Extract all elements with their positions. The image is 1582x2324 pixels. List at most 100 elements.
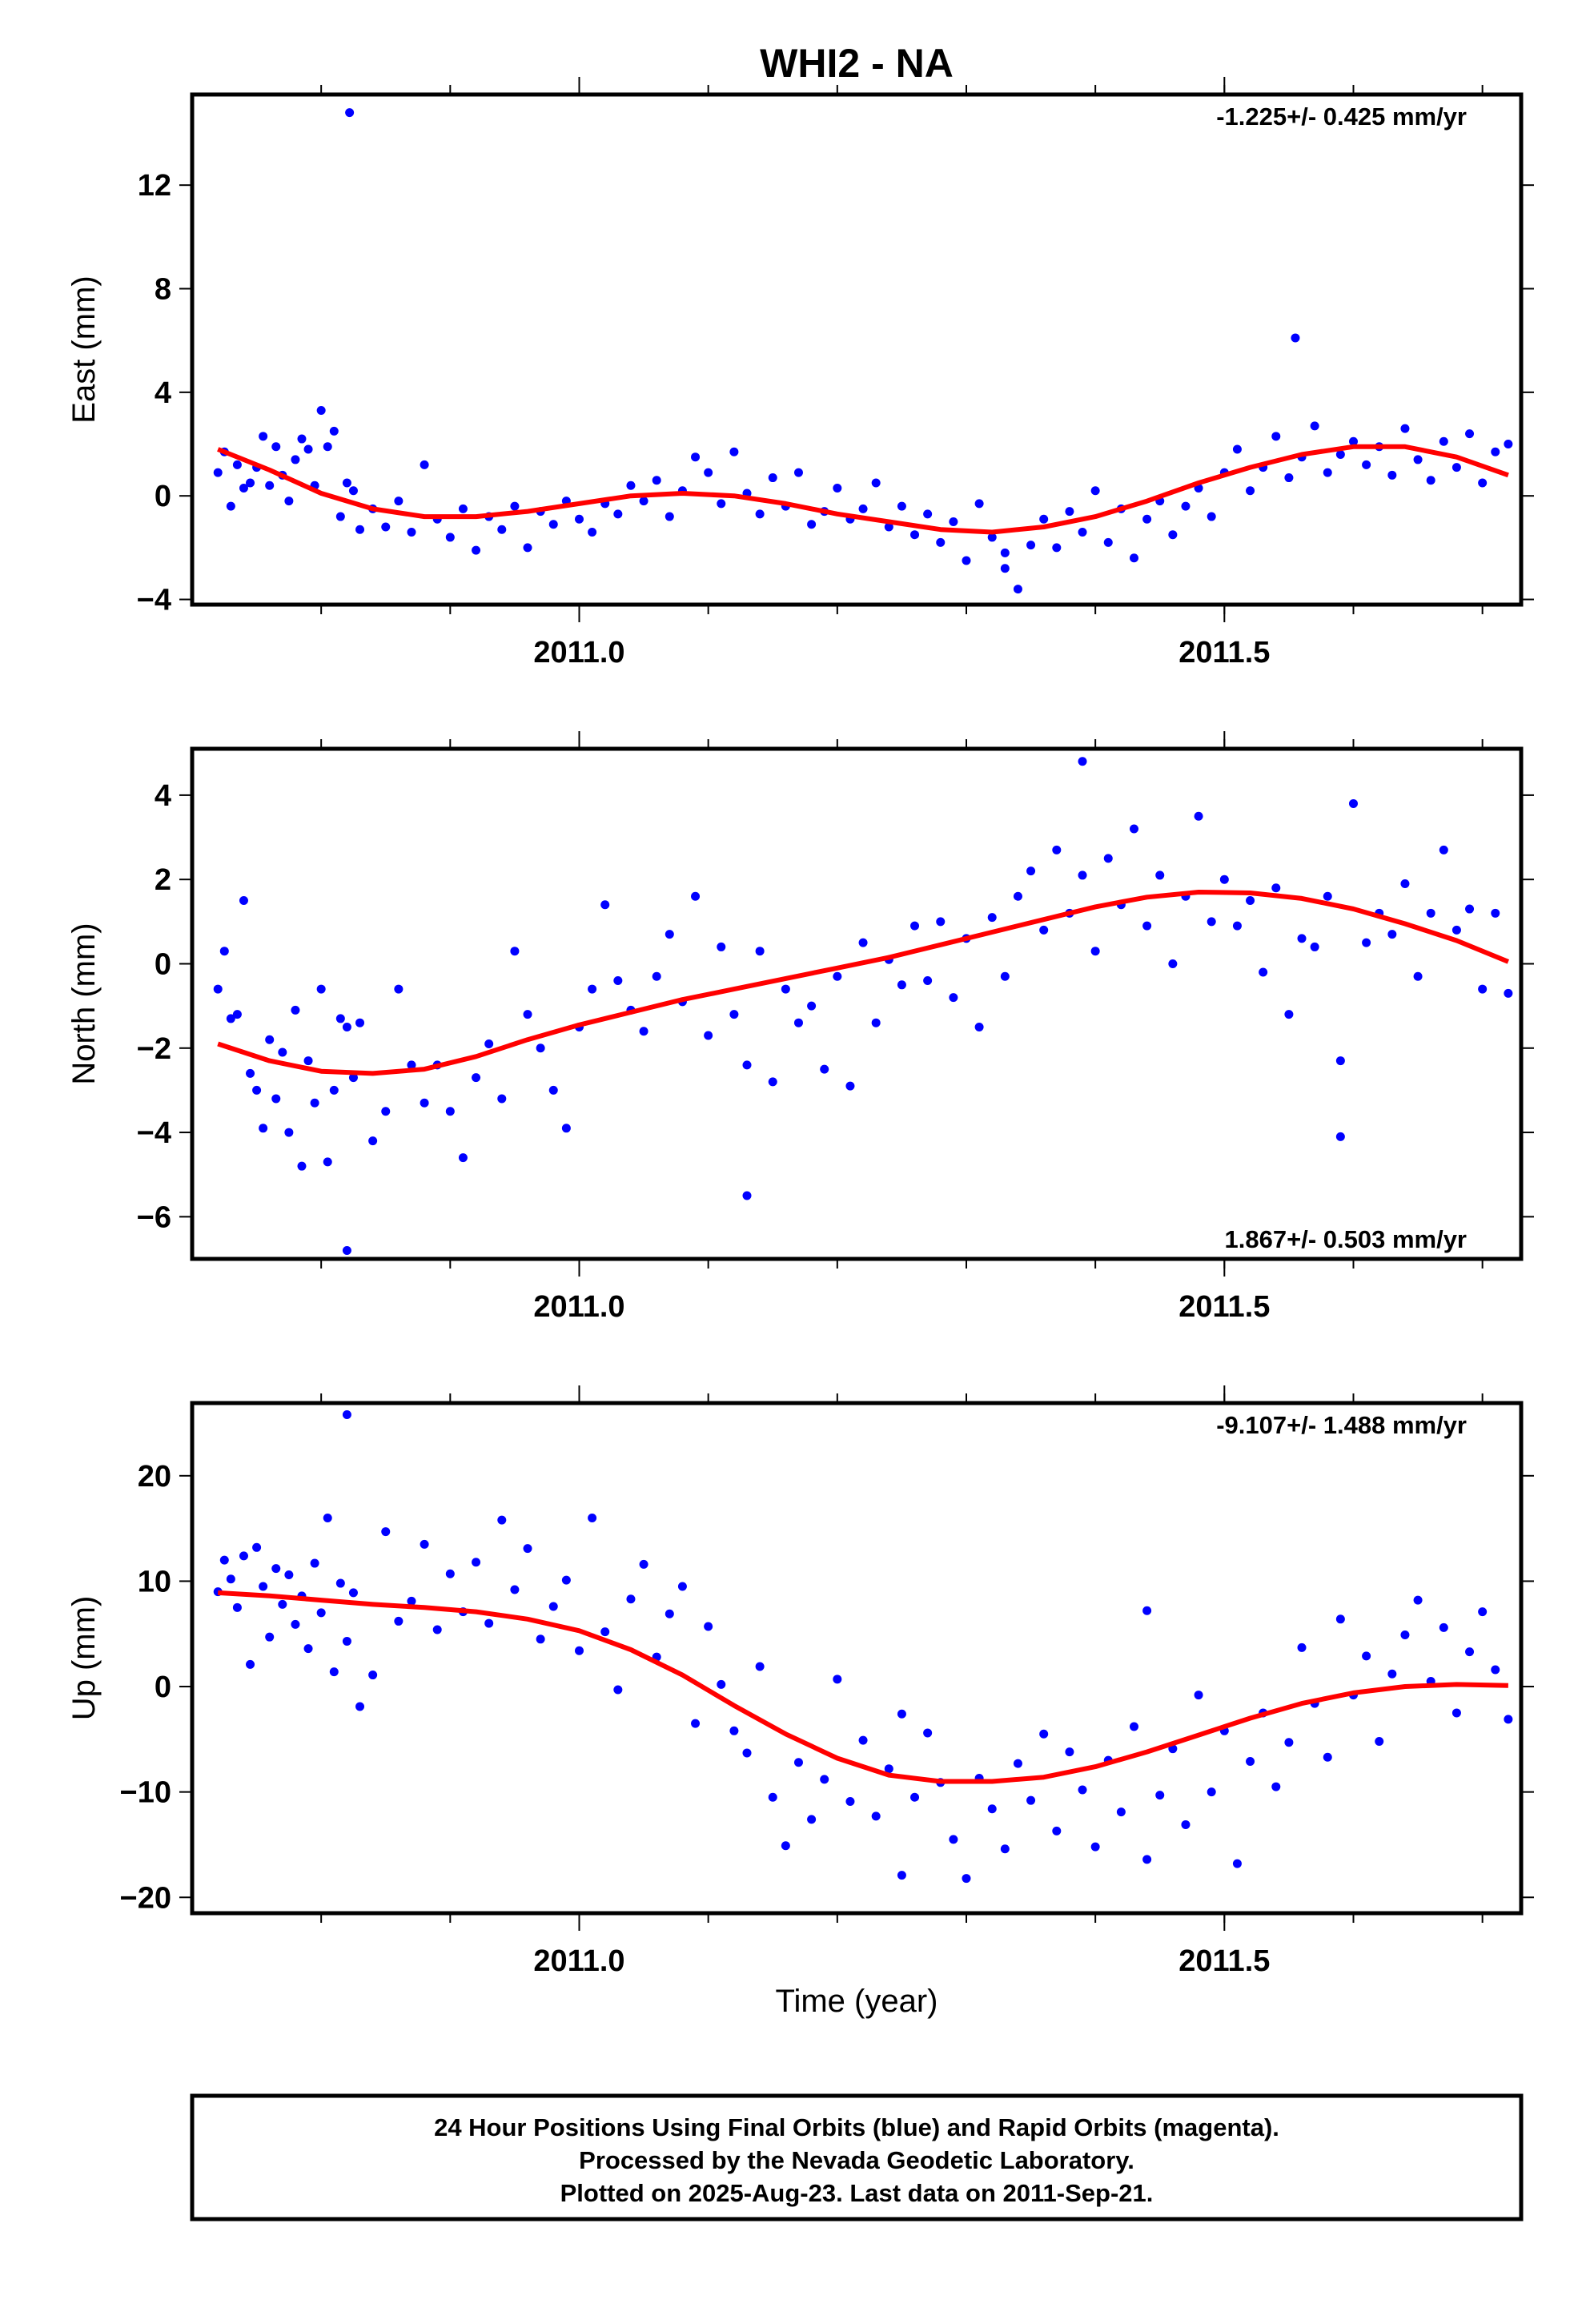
north-data-point [871,1018,881,1027]
north-data-point [742,1060,752,1070]
east-data-point [897,501,906,511]
north-data-point [1452,925,1461,935]
east-data-point [936,537,946,547]
up-x-tick-label: 2011.0 [533,1944,624,1978]
east-data-point [871,478,881,488]
north-data-point [548,1085,558,1095]
up-data-point [1439,1622,1448,1632]
east-data-point [1413,455,1423,464]
north-data-point [897,980,906,990]
east-data-point [1090,486,1100,496]
north-data-point [1310,942,1319,951]
east-data-point [445,533,455,542]
up-data-point [923,1728,933,1738]
east-data-point [342,478,351,488]
east-data-point [1013,585,1022,594]
east-x-tick-label: 2011.5 [1178,636,1270,669]
up-data-point [1271,1782,1281,1791]
north-data-point [510,947,520,956]
east-data-point [1323,468,1332,477]
up-data-point [704,1622,713,1631]
north-data-point [1232,921,1242,931]
up-data-point [626,1594,636,1604]
east-data-point [420,460,429,469]
north-data-point [1155,870,1165,880]
north-data-point [1271,883,1281,893]
up-data-point [239,1551,248,1561]
up-y-tick-label: 20 [138,1460,171,1494]
north-data-point [368,1136,378,1146]
north-data-point [1465,904,1475,914]
up-data-point [884,1764,893,1774]
up-data-point [497,1515,507,1525]
up-data-point [639,1559,648,1569]
north-data-point [704,1031,713,1040]
north-data-point [1078,757,1087,766]
east-data-point [381,522,391,532]
north-data-point [335,1014,345,1023]
north-data-point [213,984,223,994]
east-data-point [1246,486,1255,496]
east-data-point [1491,447,1500,456]
east-data-point [1000,548,1010,557]
up-data-point [1413,1595,1423,1605]
north-data-point [1323,891,1332,901]
up-data-point [316,1608,326,1618]
north-data-point [639,1027,648,1036]
east-data-point [316,405,326,415]
up-data-point [1452,1708,1461,1718]
north-data-point [381,1107,391,1116]
up-data-point [368,1671,378,1680]
up-data-point [755,1662,765,1671]
east-data-point [704,468,713,477]
up-y-tick-label: 0 [155,1671,171,1704]
up-data-point [949,1835,958,1844]
east-data-point [510,501,520,511]
east-data-point [1478,478,1488,488]
up-data-point [781,1841,790,1851]
east-data-point [1142,514,1152,524]
east-data-point [1348,436,1358,446]
up-data-point [1155,1791,1165,1800]
up-data-point [1013,1759,1022,1768]
north-data-point [949,993,958,1003]
north-data-point [1103,854,1113,863]
up-data-point [1400,1630,1410,1640]
up-data-point [445,1569,455,1578]
north-data-point [1387,930,1397,939]
up-data-point [271,1564,281,1574]
up-data-point [729,1726,739,1735]
north-x-tick-label: 2011.5 [1178,1290,1270,1324]
east-data-point [974,499,984,509]
east-data-point [1504,440,1513,449]
up-data-point [600,1627,610,1637]
east-y-tick-label: 4 [155,376,171,410]
east-data-point [949,517,958,527]
up-data-point [510,1585,520,1594]
up-data-point [833,1675,842,1684]
up-data-point [278,1599,287,1609]
up-data-point [1232,1859,1242,1868]
east-data-point [1284,473,1294,483]
north-data-point [1090,947,1100,956]
east-data-point [355,525,365,534]
east-data-point [232,460,242,469]
east-data-point [1465,429,1475,439]
up-data-point [219,1555,229,1565]
north-data-point [219,947,229,956]
east-data-point [858,504,868,513]
north-data-point [1246,896,1255,906]
up-data-point [310,1558,319,1568]
east-data-point [265,480,275,490]
north-data-point [665,930,674,939]
north-data-point [497,1094,507,1104]
up-data-point [407,1596,416,1606]
north-data-point [1168,959,1178,968]
up-data-layer [213,1409,1513,1884]
east-data-point [548,520,558,529]
east-data-point [884,522,893,532]
east-y-axis-label: East (mm) [66,275,102,423]
east-data-point [1130,553,1139,563]
east-data-point [1271,432,1281,441]
